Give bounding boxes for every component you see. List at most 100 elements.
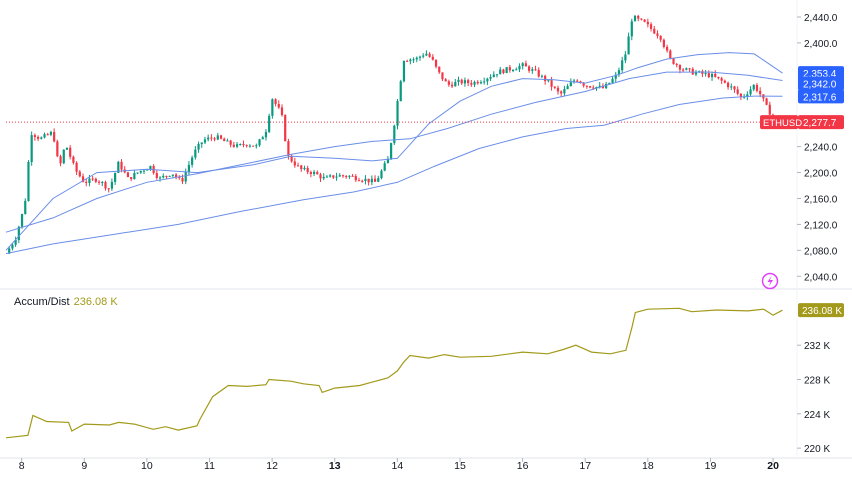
candle-body[interactable] [62, 149, 65, 164]
candle-body[interactable] [354, 176, 357, 181]
candle-body[interactable] [746, 94, 749, 97]
candle-body[interactable] [158, 177, 162, 179]
lightning-icon[interactable] [761, 272, 779, 290]
candle-body[interactable] [296, 165, 300, 167]
candle-body[interactable] [149, 165, 152, 170]
candle-body[interactable] [467, 80, 470, 84]
candle-body[interactable] [97, 181, 101, 183]
candle-body[interactable] [117, 161, 120, 173]
candle-body[interactable] [646, 21, 649, 25]
candle-body[interactable] [463, 80, 467, 84]
candle-body[interactable] [207, 137, 210, 140]
candle-body[interactable] [174, 174, 178, 178]
moving-average-line[interactable] [5, 95, 783, 255]
candle-body[interactable] [255, 145, 258, 147]
candle-body[interactable] [470, 83, 473, 85]
candle-body[interactable] [370, 178, 373, 183]
candle-body[interactable] [537, 69, 540, 77]
candle-body[interactable] [268, 115, 271, 132]
candle-body[interactable] [531, 69, 534, 71]
candle-body[interactable] [191, 157, 194, 165]
candle-body[interactable] [563, 89, 566, 94]
candle-body[interactable] [515, 69, 518, 71]
candle-body[interactable] [396, 101, 399, 126]
candle-body[interactable] [235, 144, 239, 147]
candle-body[interactable] [739, 93, 743, 97]
candle-body[interactable] [489, 77, 492, 79]
candle-body[interactable] [736, 89, 739, 94]
candle-body[interactable] [364, 178, 367, 182]
candle-body[interactable] [438, 66, 441, 73]
candle-body[interactable] [614, 74, 617, 79]
candle-body[interactable] [755, 84, 759, 91]
candle-body[interactable] [540, 75, 544, 77]
candle-body[interactable] [261, 137, 264, 140]
candle-body[interactable] [720, 78, 723, 81]
moving-average-line[interactable] [5, 52, 783, 251]
candle-body[interactable] [181, 178, 184, 182]
candle-body[interactable] [146, 169, 149, 171]
candle-body[interactable] [380, 170, 383, 179]
candle-body[interactable] [287, 141, 290, 156]
candle-body[interactable] [30, 135, 33, 162]
candle-body[interactable] [126, 172, 130, 178]
candle-body[interactable] [338, 175, 341, 177]
candle-body[interactable] [139, 170, 142, 173]
candle-body[interactable] [133, 172, 136, 180]
candle-body[interactable] [8, 248, 11, 254]
candle-body[interactable] [300, 165, 303, 170]
candle-body[interactable] [53, 131, 56, 142]
candle-body[interactable] [271, 99, 274, 116]
candle-body[interactable] [662, 39, 665, 47]
candle-body[interactable] [605, 83, 608, 89]
candle-body[interactable] [733, 86, 736, 90]
candle-body[interactable] [332, 175, 335, 178]
candle-body[interactable] [528, 66, 531, 71]
candle-body[interactable] [27, 161, 30, 201]
candle-body[interactable] [617, 70, 621, 75]
candle-body[interactable] [707, 73, 710, 78]
candle-body[interactable] [200, 142, 203, 145]
candle-body[interactable] [309, 172, 312, 174]
candle-body[interactable] [377, 178, 380, 182]
candle-body[interactable] [415, 57, 418, 60]
candle-body[interactable] [553, 86, 556, 88]
candle-body[interactable] [710, 73, 714, 78]
candle-body[interactable] [508, 67, 511, 71]
candle-body[interactable] [373, 178, 377, 182]
candle-body[interactable] [248, 145, 252, 147]
indicator-legend[interactable]: Accum/Dist 236.08 K [14, 296, 118, 308]
candle-body[interactable] [85, 181, 88, 183]
candle-body[interactable] [704, 73, 707, 75]
candle-body[interactable] [723, 80, 726, 83]
candle-body[interactable] [319, 174, 322, 179]
moving-average-line[interactable] [5, 71, 783, 233]
candle-body[interactable] [361, 180, 364, 182]
candle-body[interactable] [40, 137, 43, 139]
candle-body[interactable] [130, 177, 133, 180]
candle-body[interactable] [409, 59, 412, 62]
candle-body[interactable] [155, 173, 158, 179]
candle-body[interactable] [17, 226, 20, 241]
candle-body[interactable] [518, 66, 521, 70]
candle-body[interactable] [252, 145, 255, 147]
candle-body[interactable] [768, 104, 771, 115]
candle-body[interactable] [325, 176, 329, 178]
candle-body[interactable] [444, 79, 447, 82]
candle-body[interactable] [399, 81, 402, 102]
candle-body[interactable] [633, 15, 637, 22]
candle-body[interactable] [627, 36, 630, 55]
candle-body[interactable] [88, 178, 91, 183]
candle-body[interactable] [425, 53, 428, 56]
candle-body[interactable] [216, 135, 219, 140]
candle-body[interactable] [457, 79, 460, 82]
candle-body[interactable] [726, 82, 730, 88]
candle-body[interactable] [258, 139, 261, 146]
candle-body[interactable] [36, 136, 40, 139]
candle-body[interactable] [717, 76, 720, 79]
candle-body[interactable] [524, 63, 527, 67]
candle-body[interactable] [447, 81, 450, 85]
candle-body[interactable] [49, 131, 53, 135]
candle-body[interactable] [239, 144, 242, 146]
candle-body[interactable] [20, 213, 24, 227]
